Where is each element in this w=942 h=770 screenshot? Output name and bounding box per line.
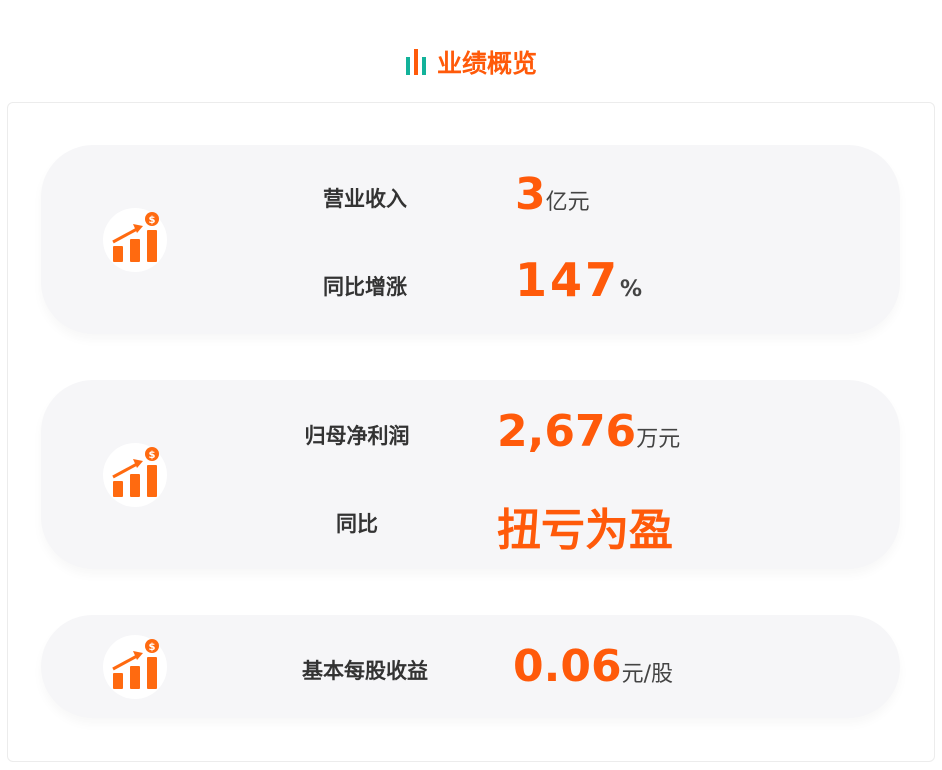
eps-card: 基本每股收益 0.06元/股 xyxy=(41,615,900,718)
revenue-yoy-label: 同比增涨 xyxy=(323,275,407,299)
revenue-growth-icon xyxy=(103,208,167,272)
net-profit-value: 2,676万元 xyxy=(497,406,681,457)
section-header: 业绩概览 xyxy=(0,44,942,80)
revenue-value: 3亿元 xyxy=(515,169,590,220)
eps-growth-icon xyxy=(103,635,167,699)
eps-value: 0.06元/股 xyxy=(513,641,673,692)
revenue-yoy-value: 147% xyxy=(515,253,646,307)
revenue-label: 营业收入 xyxy=(323,187,407,211)
section-title: 业绩概览 xyxy=(436,49,537,78)
net-profit-label: 归母净利润 xyxy=(304,424,410,448)
bar-chart-icon xyxy=(405,49,426,75)
net-profit-yoy-label: 同比 xyxy=(336,512,378,536)
net-profit-card: 归母净利润 2,676万元 同比 扭亏为盈 xyxy=(41,380,900,569)
net-profit-yoy-value: 扭亏为盈 xyxy=(497,505,673,556)
revenue-card: 营业收入 3亿元 同比增涨 147% xyxy=(41,145,900,334)
eps-label: 基本每股收益 xyxy=(302,659,428,683)
profit-growth-icon xyxy=(103,443,167,507)
